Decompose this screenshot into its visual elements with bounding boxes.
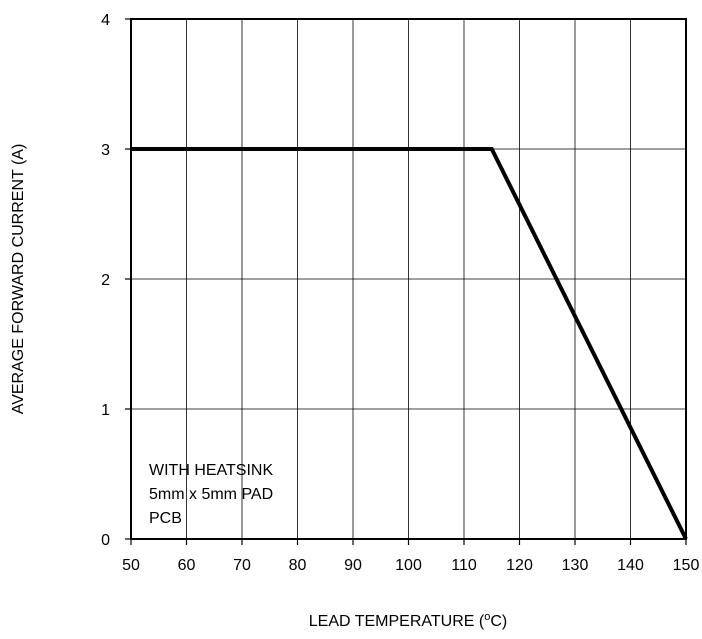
annotation-line: PCB [149,510,182,527]
annotation-line: WITH HEATSINK [149,462,273,479]
series-line [131,147,688,540]
annotation-line: 5mm x 5mm PAD [149,486,273,503]
y-tick-label: 1 [101,402,110,419]
x-tick-label: 130 [562,557,589,574]
x-tick-label: 60 [178,557,196,574]
x-axis-tick-labels: 50 60 70 80 90 100 110 120 130 140 150 [122,539,699,574]
x-axis-label-unit-super: o [484,611,490,623]
x-tick-label: 140 [617,557,644,574]
x-tick-label: 70 [233,557,251,574]
x-axis-label: LEAD TEMPERATURE (oC) [309,611,507,630]
x-tick-label: 100 [395,557,422,574]
x-axis-label-unit: C) [490,613,507,630]
x-tick-label: 120 [506,557,533,574]
x-axis-label-text: LEAD TEMPERATURE ( [309,613,485,630]
y-tick-label: 3 [101,142,110,159]
x-tick-label: 110 [451,557,477,574]
x-tick-label: 80 [289,557,307,574]
annotation: WITH HEATSINK 5mm x 5mm PAD PCB [149,462,273,527]
x-tick-label: 90 [344,557,362,574]
y-tick-label: 0 [101,532,110,549]
y-tick-label: 4 [101,12,110,29]
grid-lines [131,19,686,539]
y-tick-label: 2 [101,272,110,289]
y-axis-tick-labels: 0 1 2 3 4 [101,12,131,549]
series-layer [131,147,688,540]
x-tick-label: 150 [673,557,700,574]
x-tick-label: 50 [122,557,140,574]
y-axis-label: AVERAGE FORWARD CURRENT (A) [10,144,27,415]
